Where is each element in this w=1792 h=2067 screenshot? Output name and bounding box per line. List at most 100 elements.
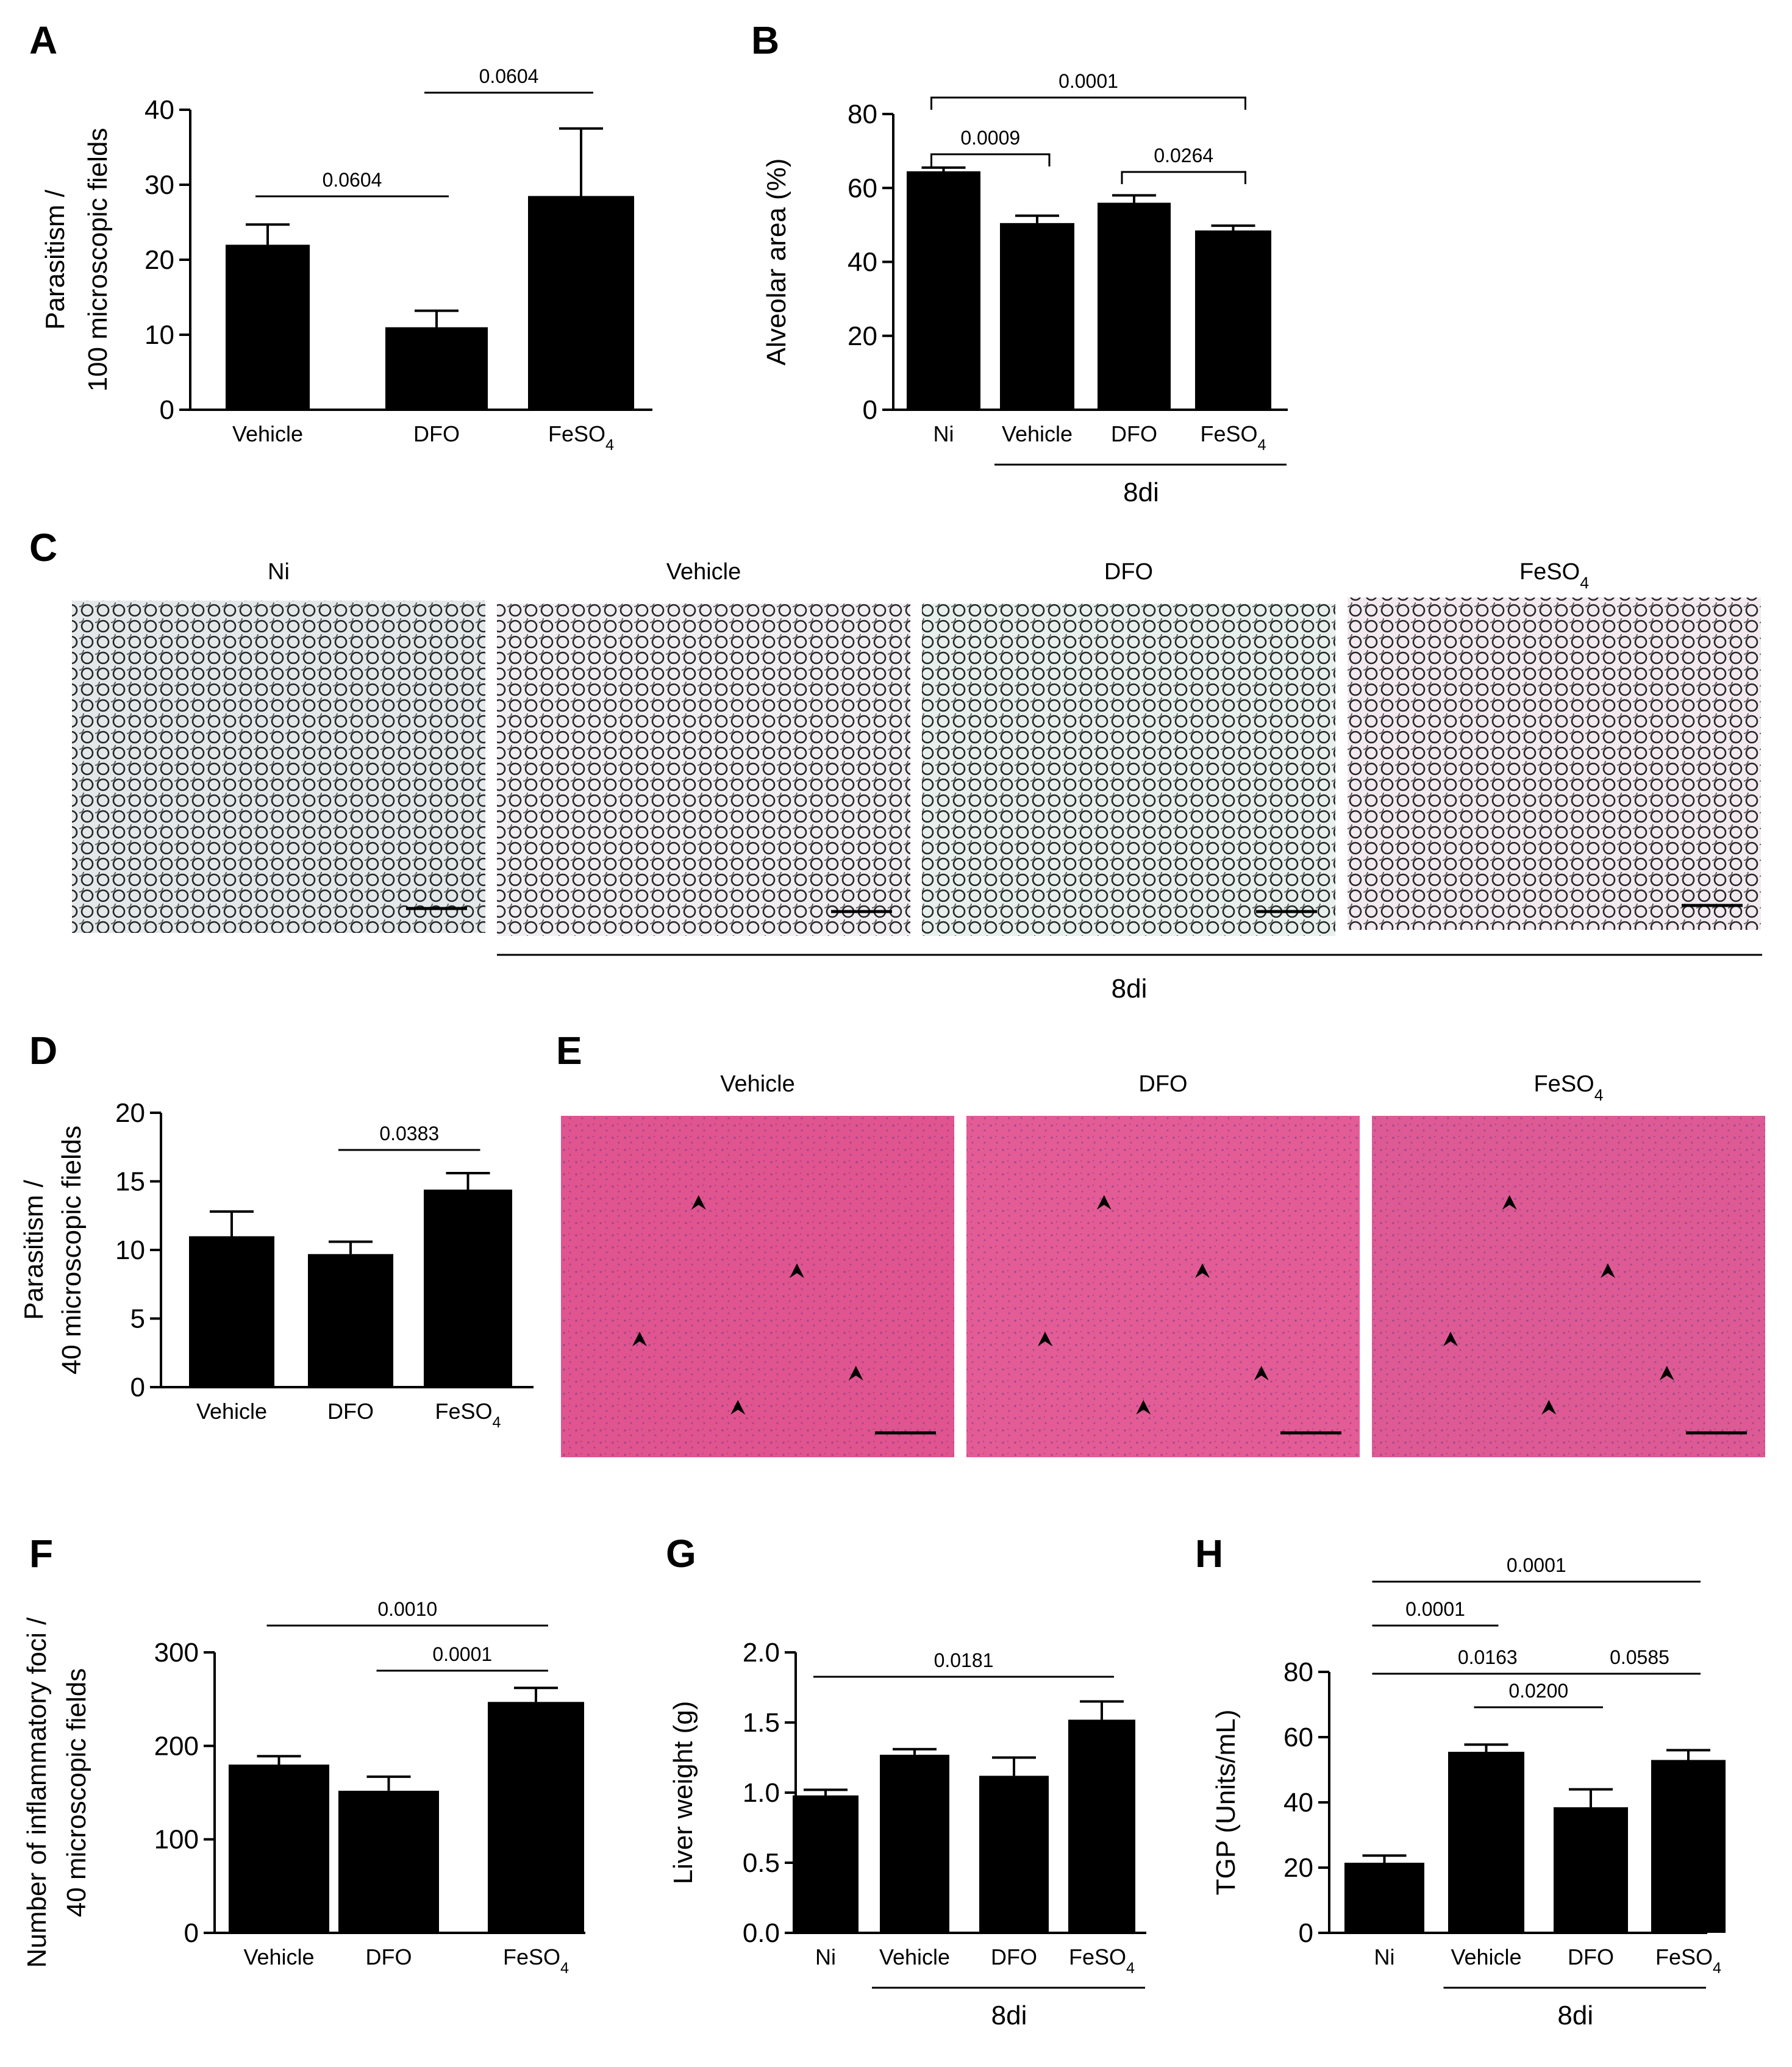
chart-B: B 0 20 40 60 80 Alveolar area (%) Ni Vehicle DFO F… [751, 18, 1288, 507]
y-tick-label-D: 0 [130, 1373, 145, 1402]
bar-D-1 [308, 1254, 393, 1387]
y-tick-label-F: 300 [154, 1638, 199, 1668]
micrograph-C-2-title: DFO [1104, 559, 1153, 585]
arrowhead-icon [790, 1263, 804, 1278]
micrograph-E-0: Vehicle [561, 1071, 954, 1457]
arrowhead-icon [1195, 1263, 1210, 1278]
arrowhead-icon [1096, 1195, 1112, 1210]
p-value-D-0: 0.0383 [379, 1123, 439, 1144]
micrograph-C-2-texture [922, 604, 1335, 936]
micrograph-E-1: DFO [966, 1071, 1360, 1457]
error-bar-A-1 [415, 309, 459, 327]
y-tick-label-A: 30 [145, 170, 174, 200]
y-tick-label-G: 1.5 [743, 1708, 780, 1738]
bar-F-0 [229, 1765, 329, 1933]
error-bar-F-0 [257, 1755, 301, 1765]
chart-H: H 0 20 40 60 80 TGP (Units/mL) Ni Vehicle DFO FeSO… [1195, 1532, 1726, 2030]
bar-B-1 [1000, 223, 1074, 410]
arrowhead-icon [1136, 1400, 1151, 1415]
arrowhead-icon [1443, 1332, 1458, 1346]
arrowhead-icon [1601, 1263, 1615, 1278]
bar-D-2 [424, 1190, 512, 1387]
y-axis-label-F: 40 microscopic fields [62, 1668, 91, 1917]
error-bar-B-0 [921, 166, 966, 171]
panel-label-H: H [1195, 1532, 1223, 1576]
error-bar-A-2 [559, 127, 603, 196]
panel-label-B: B [751, 18, 779, 62]
category-label-B-1: Vehicle [1002, 421, 1073, 446]
arrowhead-icon [632, 1332, 647, 1346]
micrograph-E-2-title: FeSO4 [1533, 1071, 1603, 1104]
bar-F-2 [488, 1702, 584, 1933]
group-label-G: 8di [991, 2001, 1027, 2030]
panel-label-F: F [29, 1532, 53, 1576]
bar-B-2 [1098, 202, 1171, 410]
micrograph-E-0-texture [561, 1116, 954, 1457]
y-tick-label-H: 60 [1283, 1722, 1313, 1752]
p-value-G-0: 0.0181 [934, 1649, 994, 1671]
panel-label-A: A [29, 18, 57, 62]
error-bar-H-0 [1362, 1854, 1407, 1863]
y-axis-label-G: Liver weight (g) [668, 1701, 698, 1885]
category-label-A-0: Vehicle [232, 421, 303, 446]
y-tick-label-D: 10 [115, 1235, 145, 1265]
y-tick-label-D: 5 [130, 1304, 145, 1334]
y-tick-label-D: 20 [115, 1098, 145, 1128]
chart-D: D 0 5 10 15 20 Parasitism / 40 microscopic fiel… [19, 1029, 534, 1431]
error-bar-B-1 [1015, 214, 1059, 223]
y-tick-label-G: 0.0 [743, 1918, 780, 1948]
p-value-A-0: 0.0604 [323, 169, 382, 191]
arrowhead-icon [1541, 1400, 1557, 1415]
p-value-F-0: 0.0010 [377, 1598, 437, 1620]
error-bar-D-2 [446, 1172, 490, 1190]
y-tick-label-A: 40 [145, 95, 174, 125]
micrograph-C-3-title: FeSO4 [1519, 559, 1589, 592]
micrograph-C-1: Vehicle [497, 559, 910, 936]
y-tick-label-F: 100 [154, 1825, 199, 1855]
category-label-F-1: DFO [366, 1944, 412, 1969]
error-bar-H-3 [1666, 1749, 1710, 1760]
y-tick-label-H: 80 [1283, 1657, 1313, 1687]
panel-label-D: D [29, 1029, 57, 1073]
panel-label-C: C [29, 526, 57, 569]
y-tick-label-B: 0 [863, 395, 877, 425]
micrograph-C-1-title: Vehicle [666, 559, 741, 585]
micrograph-E-1-title: DFO [1138, 1071, 1187, 1097]
p-value-B-2: 0.0264 [1154, 145, 1213, 166]
y-tick-label-H: 0 [1299, 1918, 1313, 1948]
panel-label-G: G [666, 1532, 696, 1576]
y-tick-label-G: 1.0 [743, 1778, 780, 1808]
category-label-D-0: Vehicle [196, 1399, 267, 1424]
p-value-B-0: 0.0001 [1058, 70, 1118, 92]
bar-B-3 [1195, 230, 1271, 410]
category-label-B-2: DFO [1111, 421, 1157, 446]
p-value-H-3: 0.0585 [1610, 1646, 1669, 1668]
error-bar-H-2 [1569, 1788, 1613, 1808]
category-label-G-2: DFO [991, 1944, 1037, 1969]
error-bar-H-1 [1464, 1743, 1508, 1752]
category-label-B-0: Ni [933, 421, 954, 446]
comparison-line-B-0 [930, 96, 1246, 110]
bar-G-0 [793, 1795, 859, 1933]
chart-G: G 0.0 0.5 1.0 1.5 2.0 Liver weight (g) Ni Vehicl… [666, 1532, 1146, 2030]
y-tick-label-F: 0 [184, 1918, 199, 1948]
group-label-H: 8di [1557, 2001, 1593, 2030]
y-tick-label-B: 60 [848, 173, 877, 203]
category-label-F-0: Vehicle [243, 1944, 314, 1969]
bar-G-3 [1068, 1719, 1135, 1933]
error-bar-D-1 [329, 1240, 373, 1254]
arrowhead-icon [691, 1195, 706, 1210]
p-value-H-4: 0.0200 [1508, 1680, 1568, 1702]
p-value-H-1: 0.0001 [1405, 1598, 1465, 1620]
bar-H-3 [1651, 1760, 1726, 1933]
comparison-line-B-1 [930, 153, 1051, 166]
y-axis-label-A: Parasitism / [40, 189, 70, 330]
error-bar-A-0 [246, 223, 290, 245]
micrograph-C-2: DFO [922, 559, 1335, 936]
chart-F: F 0 100 200 300 Number of inflammatory foci /… [22, 1532, 585, 1977]
micrograph-C-0: Ni [72, 559, 485, 933]
y-tick-label-A: 20 [145, 245, 174, 275]
micrograph-E-0-title: Vehicle [720, 1071, 795, 1097]
category-label-D-1: DFO [327, 1399, 374, 1424]
y-tick-label-B: 80 [848, 99, 877, 129]
